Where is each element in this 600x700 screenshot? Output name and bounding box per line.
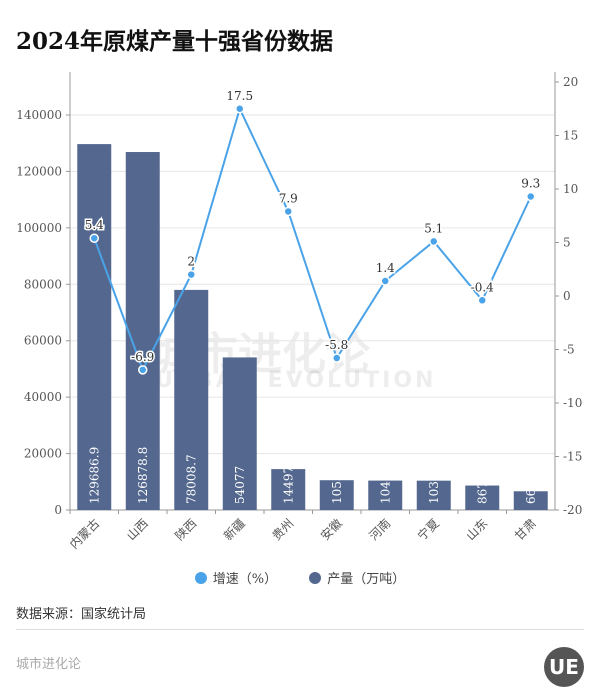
y-right-tick-label: 5 — [563, 236, 571, 250]
brand-logo: UE — [544, 647, 584, 687]
bar-value-label: 6640.8 — [524, 462, 538, 504]
bar — [125, 152, 160, 511]
y-left-tick-label: 0 — [54, 503, 62, 517]
legend-dot-icon — [309, 571, 322, 584]
combo-chart: 0 20000 40000 60000 80000 100000 120000 140000 -… — [16, 72, 582, 552]
bar — [513, 491, 548, 510]
y-right-tick-label: 10 — [563, 182, 578, 196]
bar — [222, 357, 257, 510]
x-tick-label: 安徽 — [317, 516, 345, 544]
growth-value-label: 9.3 — [521, 176, 540, 190]
growth-point — [283, 206, 293, 217]
x-tick-label: 宁夏 — [414, 516, 442, 544]
y-right-tick-label: 20 — [563, 75, 578, 89]
growth-value-label: -6.9 — [131, 350, 154, 364]
y-right-tick-label: 15 — [563, 129, 578, 143]
bar — [368, 480, 403, 510]
brand-name: 城市进化论 — [16, 657, 82, 672]
data-source: 数据来源：国家统计局 — [16, 607, 147, 622]
y-left-tick-label: 100000 — [16, 221, 62, 235]
bar-value-label: 129686.9 — [87, 447, 101, 504]
bar-value-label: 10559.6 — [330, 454, 344, 504]
growth-point — [332, 353, 342, 363]
y-left-tick-label: 120000 — [16, 164, 62, 178]
legend-label: 产量（万吨） — [327, 572, 406, 587]
bar-value-label: 8670.2 — [475, 462, 489, 504]
chart-title: 2024年原煤产量十强省份数据 — [16, 28, 334, 55]
bar — [465, 485, 500, 510]
y-right-tick-label: -10 — [563, 396, 582, 410]
growth-point — [186, 269, 196, 280]
legend-dot-icon — [194, 571, 207, 584]
x-tick-label: 山东 — [463, 516, 490, 543]
growth-point — [380, 276, 390, 286]
y-left-tick-label: 140000 — [16, 108, 62, 122]
y-left-tick-label: 40000 — [24, 390, 62, 404]
bar — [416, 480, 451, 510]
growth-point — [138, 365, 148, 375]
growth-value-label: -0.4 — [471, 280, 495, 294]
bar — [77, 144, 112, 511]
x-tick-label: 陕西 — [172, 516, 200, 544]
growth-value-label: -5.8 — [325, 338, 348, 352]
y-right-tick-label: -5 — [563, 343, 575, 357]
y-left-tick-label: 60000 — [24, 334, 62, 348]
divider — [16, 629, 584, 630]
growth-point — [477, 295, 487, 306]
y-right-tick-label: 0 — [563, 289, 571, 303]
growth-point — [429, 236, 439, 247]
x-tick-label: 内蒙古 — [66, 516, 102, 552]
bar — [271, 469, 306, 510]
x-tick-label: 新疆 — [220, 516, 248, 544]
bar — [319, 480, 354, 510]
y-right-tick-label: -15 — [563, 450, 582, 464]
growth-value-label: 5.1 — [424, 221, 443, 235]
y-left-tick-label: 20000 — [24, 447, 62, 461]
x-tick-label: 河南 — [366, 516, 394, 544]
growth-point — [89, 233, 99, 243]
growth-point — [526, 191, 536, 202]
growth-point — [235, 104, 245, 114]
legend-item-output[interactable]: 产量（万吨） — [309, 568, 405, 587]
x-tick-label: 山西 — [124, 516, 151, 543]
bar-value-label: 126878.8 — [136, 447, 150, 504]
bar-value-label: 14497 — [281, 466, 295, 504]
growth-value-label: 1.4 — [376, 261, 395, 275]
growth-value-label: 5.4 — [85, 218, 104, 232]
legend-item-growth[interactable]: 增速（%） — [194, 568, 278, 587]
x-tick-label: 甘肃 — [512, 516, 539, 543]
legend: 增速（%） 产量（万吨） — [0, 568, 600, 588]
growth-value-label: 7.9 — [279, 191, 298, 205]
y-left-tick-label: 80000 — [24, 277, 62, 291]
bar-value-label: 10429 — [378, 466, 392, 504]
legend-label: 增速（%） — [212, 572, 278, 587]
bar-value-label: 10395.6 — [427, 454, 441, 504]
x-tick-label: 贵州 — [269, 516, 296, 543]
bar — [174, 289, 209, 510]
growth-value-label: 2 — [187, 255, 195, 269]
bar-value-label: 54077 — [233, 466, 247, 504]
y-right-tick-label: -20 — [563, 503, 582, 517]
bar-value-label: 78008.7 — [184, 454, 198, 504]
growth-line — [93, 105, 532, 373]
growth-value-label: 17.5 — [226, 89, 253, 103]
